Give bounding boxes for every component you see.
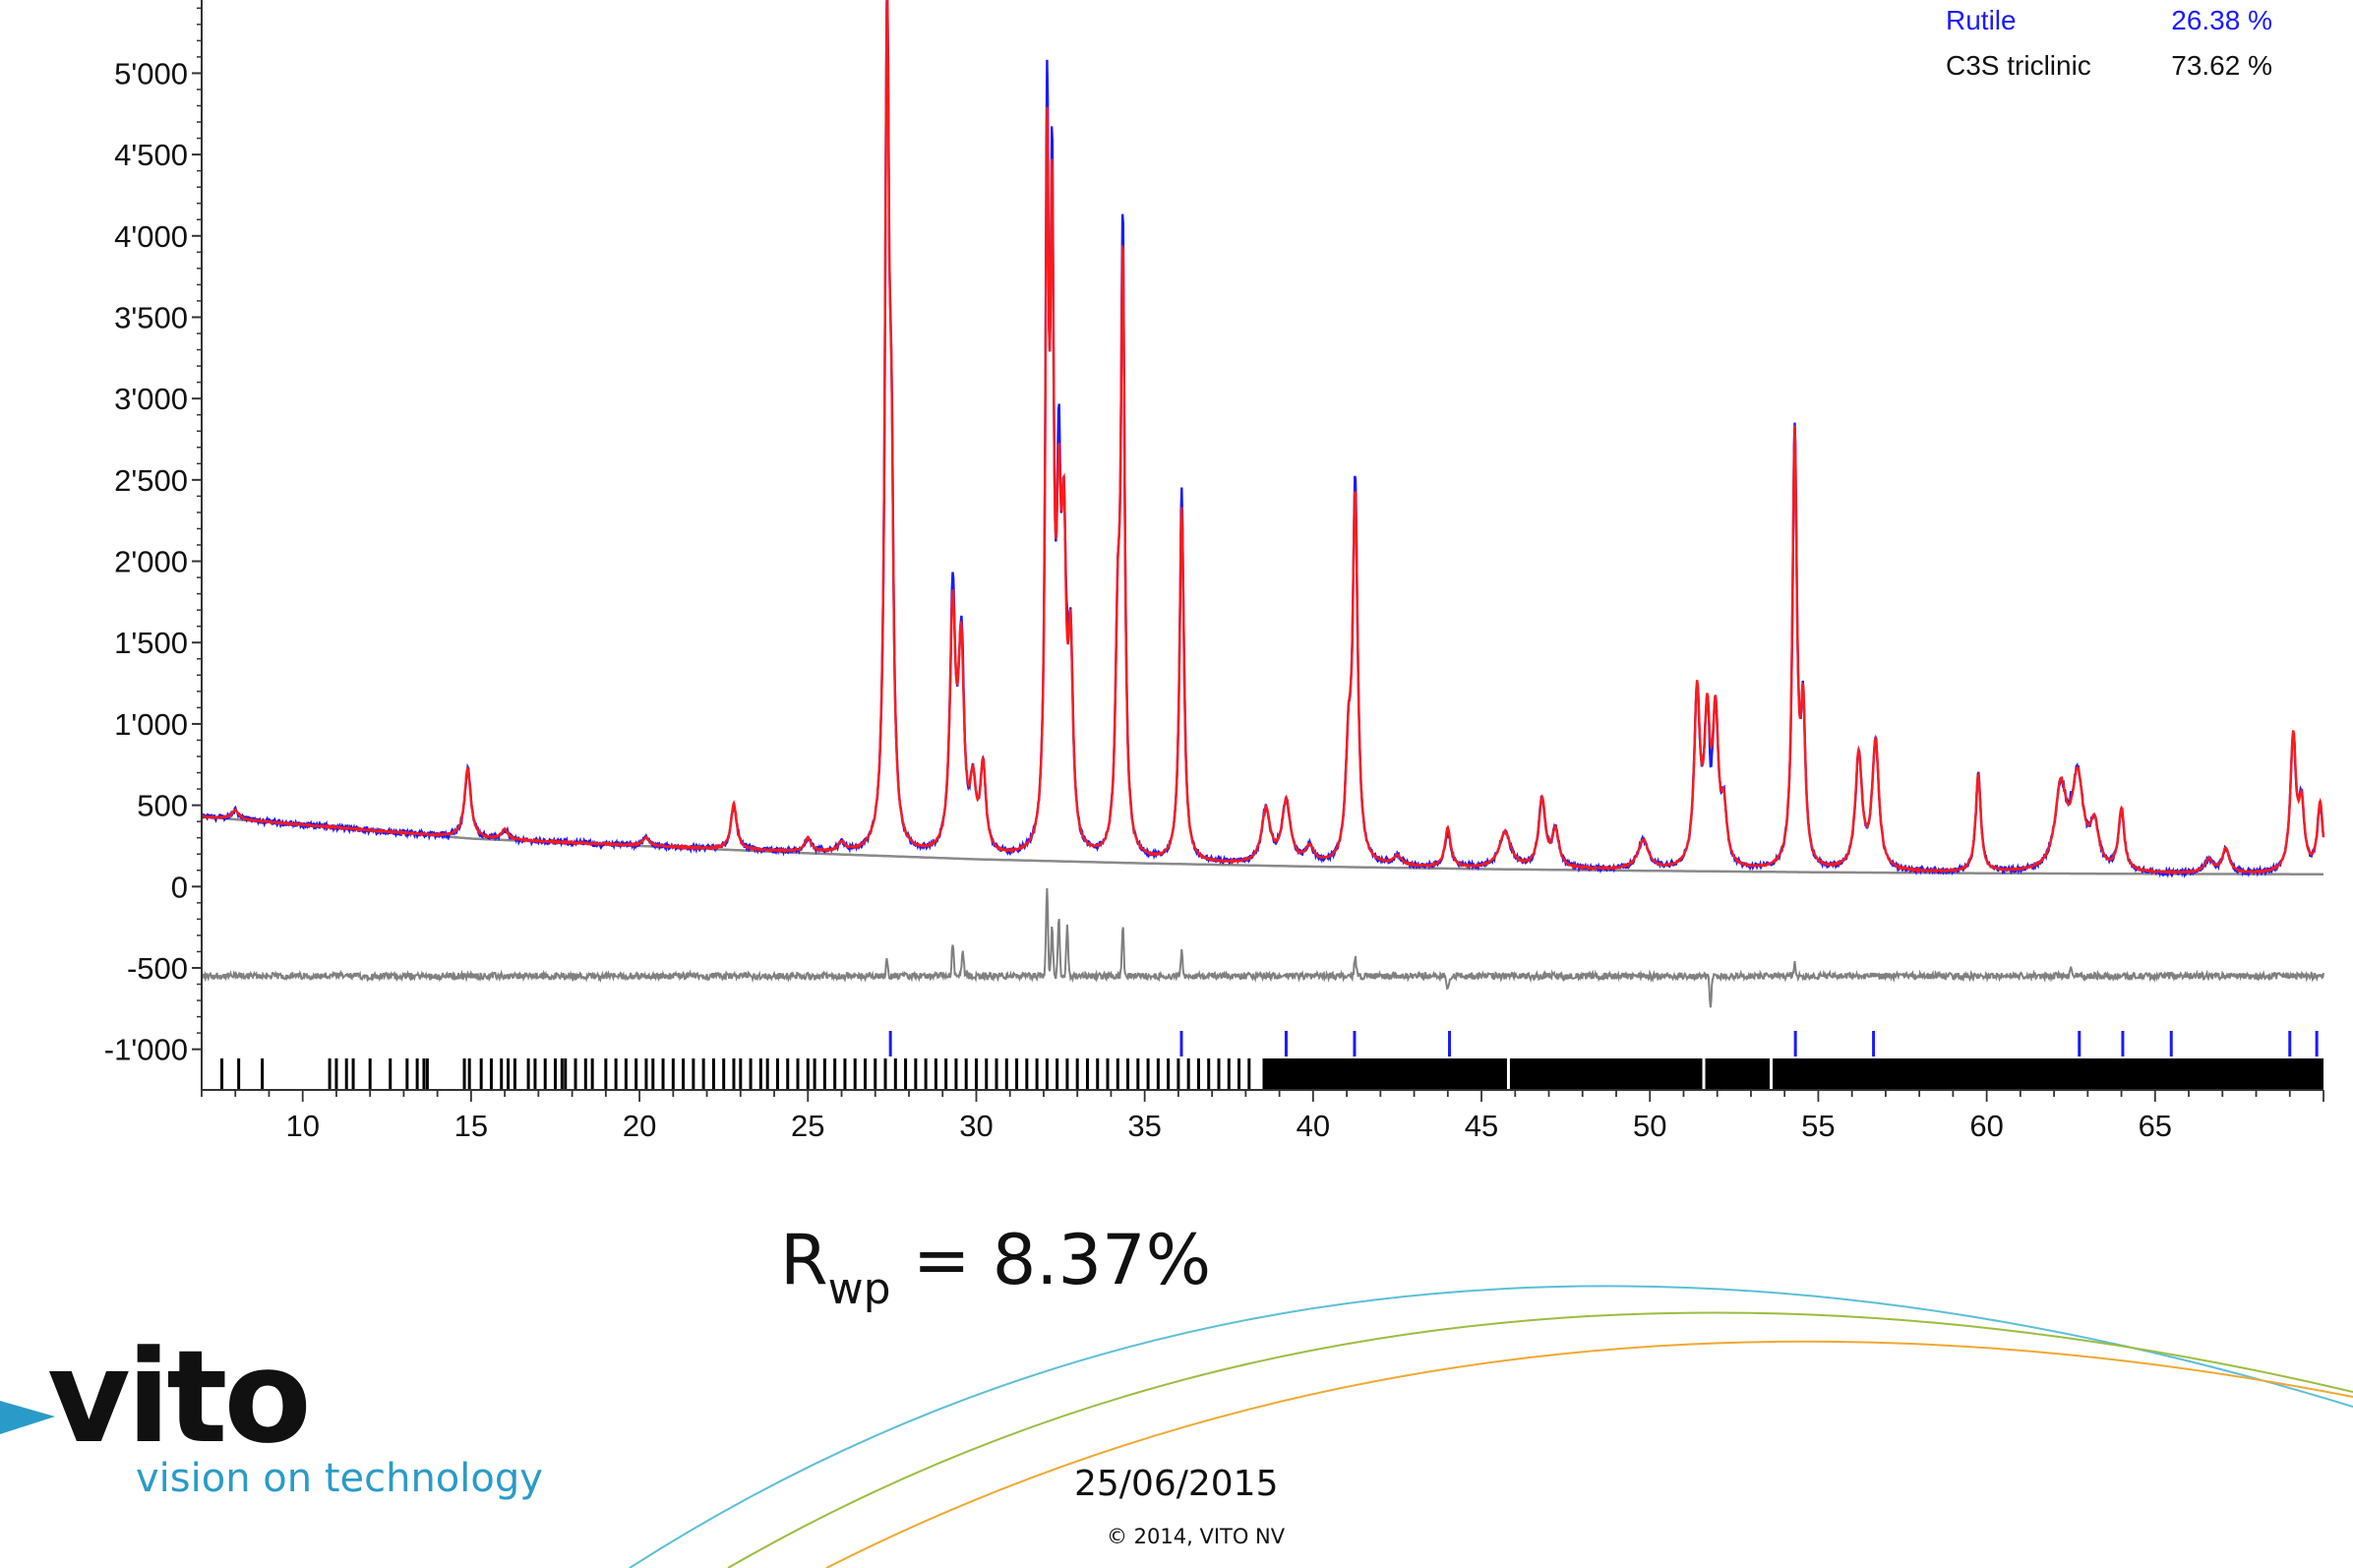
y-tick-label: 3'500 bbox=[114, 300, 188, 334]
rwp-annotation: Rwp = 8.37% bbox=[780, 1220, 1212, 1314]
y-tick-label: -1'000 bbox=[104, 1033, 188, 1067]
y-tick-label: 0 bbox=[171, 870, 188, 904]
legend-entry-value: 73.62 % bbox=[2171, 50, 2272, 81]
y-tick-label: 3'000 bbox=[114, 382, 188, 416]
observed-series-line bbox=[200, 0, 2325, 878]
x-tick-label: 10 bbox=[285, 1109, 319, 1143]
y-tick-label: -500 bbox=[127, 951, 188, 986]
decor-arc-orange bbox=[825, 1340, 2353, 1568]
y-tick-label: 1'000 bbox=[114, 707, 188, 742]
x-tick-label: 65 bbox=[2139, 1109, 2172, 1143]
y-tick-label: 2'000 bbox=[114, 545, 188, 579]
x-tick-label: 15 bbox=[454, 1109, 488, 1143]
y-tick-label: 5'000 bbox=[114, 56, 188, 90]
c3s-reflection-band bbox=[1262, 1058, 2323, 1089]
x-tick-label: 35 bbox=[1127, 1109, 1161, 1143]
rwp-value: = 8.37% bbox=[890, 1220, 1212, 1300]
vito-logo: vito bbox=[47, 1322, 312, 1472]
x-tick-label: 60 bbox=[1969, 1109, 2003, 1143]
rwp-symbol: R bbox=[780, 1220, 828, 1300]
axes: 5'000 4'500 4'000 3'500 3'000 2'500 2'000 1'500… bbox=[104, 0, 2324, 1143]
calculated-series-line bbox=[201, 0, 2325, 875]
x-tick-label: 30 bbox=[959, 1109, 993, 1143]
x-tick-label: 40 bbox=[1297, 1109, 1330, 1143]
y-tick-label: 2'500 bbox=[114, 463, 188, 498]
x-tick-label: 20 bbox=[623, 1109, 656, 1143]
x-tick-label: 25 bbox=[791, 1109, 824, 1143]
decor-arc-teal bbox=[629, 1285, 2353, 1568]
y-tick-label: 500 bbox=[137, 789, 188, 823]
y-tick-label: 4'000 bbox=[114, 219, 188, 254]
legend-entry-name: Rutile bbox=[1946, 5, 2017, 35]
legend-entry-value: 26.38 % bbox=[2171, 5, 2272, 35]
plot-area bbox=[200, 0, 2325, 1089]
legend-entry-name: C3S triclinic bbox=[1946, 50, 2091, 81]
legend: Rutile 26.38 % C3S triclinic 73.62 % bbox=[1946, 5, 2272, 81]
rwp-subscript: wp bbox=[827, 1264, 891, 1314]
x-tick-label: 55 bbox=[1801, 1109, 1835, 1143]
difference-series-line bbox=[201, 887, 2324, 1008]
slide-date: 25/06/2015 bbox=[1074, 1464, 1279, 1504]
decorative-arcs bbox=[629, 1285, 2353, 1568]
copyright-notice: © 2014, VITO NV bbox=[1107, 1525, 1286, 1548]
y-tick-label: 4'500 bbox=[114, 138, 188, 172]
decor-arc-green bbox=[727, 1311, 2353, 1568]
y-tick-label: 1'500 bbox=[114, 626, 188, 660]
x-tick-label: 50 bbox=[1633, 1109, 1666, 1143]
logo-tagline: vision on technology bbox=[136, 1456, 543, 1501]
x-tick-label: 45 bbox=[1465, 1109, 1498, 1143]
vito-logo-arrow-icon bbox=[0, 1401, 55, 1434]
